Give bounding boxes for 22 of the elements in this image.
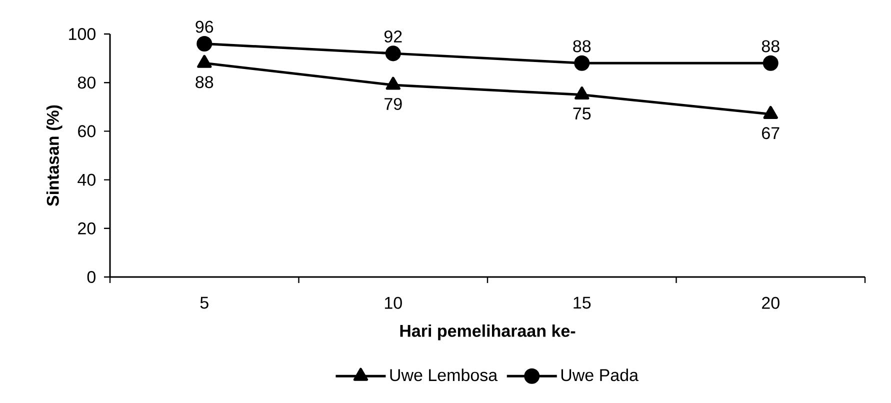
x-tick-label: 10 (384, 296, 402, 309)
y-tick-label: 0 (87, 270, 96, 284)
x-tick-label: 20 (762, 296, 780, 309)
x-tick-label: 15 (574, 296, 591, 309)
y-axis-title: Sintasan (%) (46, 105, 62, 206)
data-label: 75 (573, 108, 591, 120)
legend-label: Uwe Pada (561, 368, 639, 382)
y-tick-label: 80 (78, 76, 96, 89)
y-tick-label: 20 (78, 222, 96, 234)
data-label: 88 (196, 76, 214, 88)
data-label: 92 (384, 30, 402, 43)
x-axis-title: Hari pemeliharaan ke- (400, 324, 576, 340)
data-label: 88 (762, 40, 780, 52)
data-label: 67 (762, 127, 780, 140)
data-label: 88 (573, 40, 591, 52)
y-tick-label: 100 (69, 28, 96, 40)
data-label: 96 (196, 20, 214, 33)
y-tick-label: 60 (78, 125, 96, 138)
y-tick-label: 40 (78, 174, 96, 186)
data-label: 79 (384, 98, 402, 110)
legend-label: Uwe Lembosa (390, 368, 498, 382)
x-tick-label: 5 (200, 296, 208, 309)
